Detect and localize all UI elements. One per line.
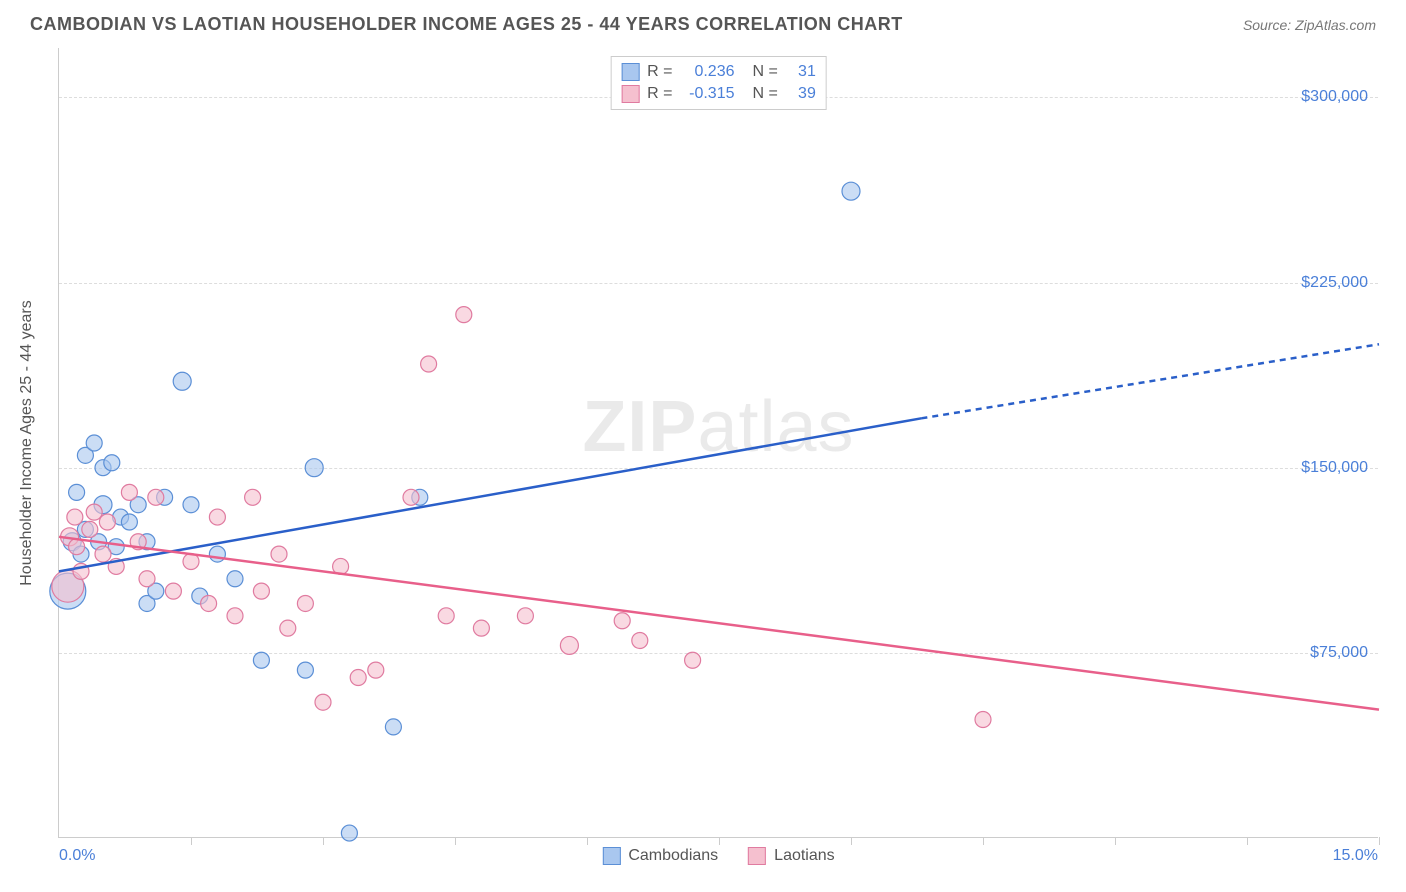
data-point <box>685 652 701 668</box>
x-tick <box>191 837 192 845</box>
data-point <box>227 608 243 624</box>
legend-row: R = 0.236 N = 31 <box>621 61 816 83</box>
chart-area: Householder Income Ages 25 - 44 years ZI… <box>58 48 1378 838</box>
data-point <box>104 455 120 471</box>
data-point <box>253 652 269 668</box>
x-tick <box>1115 837 1116 845</box>
series-legend: Cambodians Laotians <box>602 847 834 865</box>
trend-line-dashed <box>921 344 1379 418</box>
data-point <box>614 613 630 629</box>
data-point <box>421 356 437 372</box>
data-point <box>69 484 85 500</box>
legend-n-value: 31 <box>786 63 816 81</box>
data-point <box>305 459 323 477</box>
legend-swatch <box>621 63 639 81</box>
data-point <box>121 484 137 500</box>
legend-swatch <box>748 847 766 865</box>
data-point <box>165 583 181 599</box>
correlation-legend: R = 0.236 N = 31 R = -0.315 N = 39 <box>610 56 827 110</box>
x-tick <box>455 837 456 845</box>
data-point <box>473 620 489 636</box>
chart-title: CAMBODIAN VS LAOTIAN HOUSEHOLDER INCOME … <box>30 14 903 35</box>
data-point <box>315 694 331 710</box>
data-point <box>438 608 454 624</box>
data-point <box>632 633 648 649</box>
data-point <box>99 514 115 530</box>
data-point <box>271 546 287 562</box>
x-axis-start-label: 0.0% <box>59 847 95 865</box>
data-point <box>173 372 191 390</box>
legend-r-label: R = <box>647 85 672 103</box>
data-point <box>67 509 83 525</box>
legend-swatch <box>621 85 639 103</box>
data-point <box>297 595 313 611</box>
data-point <box>227 571 243 587</box>
data-point <box>403 489 419 505</box>
x-tick <box>587 837 588 845</box>
data-point <box>121 514 137 530</box>
legend-n-value: 39 <box>786 85 816 103</box>
data-point <box>517 608 533 624</box>
x-axis-end-label: 15.0% <box>1333 847 1378 865</box>
data-point <box>209 509 225 525</box>
data-point <box>456 307 472 323</box>
x-tick <box>1379 837 1380 845</box>
x-tick <box>851 837 852 845</box>
data-point <box>95 546 111 562</box>
legend-row: R = -0.315 N = 39 <box>621 83 816 105</box>
data-point <box>253 583 269 599</box>
data-point <box>86 435 102 451</box>
data-point <box>183 497 199 513</box>
y-axis-title: Householder Income Ages 25 - 44 years <box>18 300 36 586</box>
legend-r-value: -0.315 <box>681 85 735 103</box>
x-tick <box>1247 837 1248 845</box>
x-tick <box>323 837 324 845</box>
data-point <box>139 571 155 587</box>
legend-r-label: R = <box>647 63 672 81</box>
x-tick <box>983 837 984 845</box>
data-point <box>341 825 357 841</box>
legend-r-value: 0.236 <box>681 63 735 81</box>
data-point <box>385 719 401 735</box>
data-point <box>245 489 261 505</box>
legend-item: Laotians <box>748 847 835 865</box>
data-point <box>209 546 225 562</box>
trend-line <box>59 418 921 571</box>
data-point <box>280 620 296 636</box>
legend-n-label: N = <box>753 85 778 103</box>
legend-label: Cambodians <box>628 847 718 865</box>
scatter-plot <box>59 48 1378 837</box>
x-tick <box>719 837 720 845</box>
source-label: Source: ZipAtlas.com <box>1243 17 1376 33</box>
legend-item: Cambodians <box>602 847 718 865</box>
data-point <box>350 670 366 686</box>
data-point <box>297 662 313 678</box>
legend-n-label: N = <box>753 63 778 81</box>
legend-swatch <box>602 847 620 865</box>
legend-label: Laotians <box>774 847 835 865</box>
data-point <box>842 182 860 200</box>
data-point <box>86 504 102 520</box>
data-point <box>560 636 578 654</box>
data-point <box>82 521 98 537</box>
data-point <box>148 489 164 505</box>
data-point <box>368 662 384 678</box>
data-point <box>975 712 991 728</box>
data-point <box>201 595 217 611</box>
trend-line <box>59 537 1379 710</box>
